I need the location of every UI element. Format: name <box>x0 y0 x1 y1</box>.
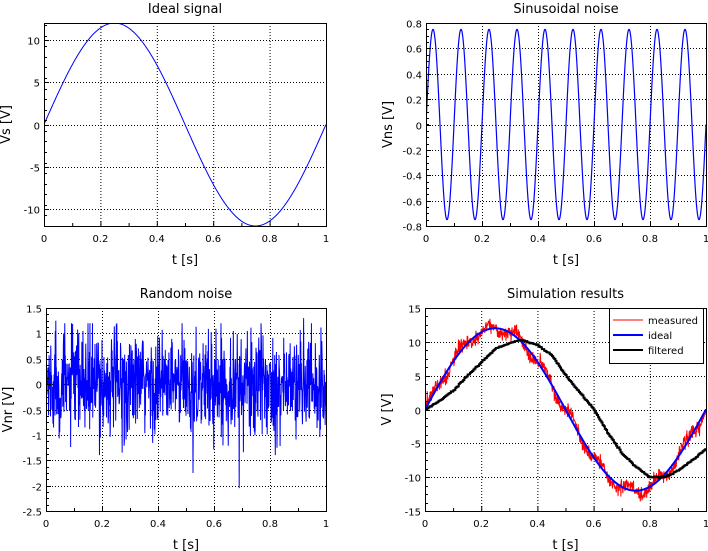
y-tick-label: -0.6 <box>402 198 422 209</box>
x-axis-label: t [s] <box>173 538 199 551</box>
y-tick-label: 0 <box>416 122 422 133</box>
x-tick-label: 0.8 <box>262 234 278 245</box>
x-tick-label: 1 <box>703 519 708 530</box>
x-axis-label: t [s] <box>552 538 578 551</box>
y-tick-label: 10 <box>408 339 421 350</box>
x-axis-label: t [s] <box>553 253 579 268</box>
y-tick-label: -0.2 <box>402 147 422 158</box>
x-tick-label: 0 <box>41 234 47 245</box>
x-tick-label: 0.8 <box>642 234 658 245</box>
y-tick-label: 5 <box>415 373 421 384</box>
y-axis: -10 -5 0 5 10 Vs [V] <box>0 25 49 217</box>
y-tick-label: 0 <box>34 122 40 133</box>
y-tick-label: 0 <box>36 381 42 392</box>
plot-area <box>44 23 326 226</box>
x-tick-label: 0 <box>422 519 428 530</box>
series-measured <box>425 318 706 502</box>
plot-area <box>425 318 706 502</box>
x-tick-label: 0.6 <box>586 519 602 530</box>
y-axis-label: Vns [V] <box>381 101 396 148</box>
chart-title: Ideal signal <box>148 2 222 17</box>
y-tick-label: 1.5 <box>26 305 42 316</box>
y-tick-label: 5 <box>34 79 40 90</box>
x-axis-label: t [s] <box>172 253 198 268</box>
x-tick-label: 0.6 <box>586 234 602 245</box>
y-axis: -2.5 -2 -1.5 -1 -0.5 0 0.5 1 1.5 Vnr [V] <box>1 305 51 519</box>
y-tick-label: -2.5 <box>22 508 42 519</box>
x-tick-label: 0.2 <box>92 234 108 245</box>
plot-area <box>426 28 706 221</box>
series-ideal <box>425 327 706 492</box>
chart-title: Simulation results <box>507 287 624 302</box>
y-tick-label: 1 <box>36 330 42 341</box>
x-tick-label: 0 <box>43 519 49 530</box>
y-tick-label: -15 <box>405 508 421 519</box>
y-tick-label: 15 <box>408 305 421 316</box>
y-tick-label: -0.4 <box>402 172 422 183</box>
x-tick-label: 0.6 <box>206 519 222 530</box>
x-tick-label: 0.4 <box>530 234 546 245</box>
grid-lines <box>44 23 326 226</box>
y-tick-label: 10 <box>27 37 40 48</box>
plot-area <box>46 318 326 489</box>
series-filtered <box>425 338 706 480</box>
y-tick-label: -2 <box>32 483 42 494</box>
x-tick-label: 0.2 <box>474 234 490 245</box>
y-axis-label: Vnr [V] <box>1 387 16 433</box>
legend-label-ideal: ideal <box>648 331 672 342</box>
legend: measured ideal filtered <box>609 308 704 364</box>
chart-title: Random noise <box>140 287 233 302</box>
y-tick-label: 0 <box>415 407 421 418</box>
x-tick-label: 0.4 <box>529 519 545 530</box>
y-axis-label: Vs [V] <box>0 105 14 144</box>
x-tick-label: 0 <box>423 234 429 245</box>
y-tick-label: -10 <box>405 474 421 485</box>
y-tick-label: -5 <box>30 164 40 175</box>
series-vnr <box>46 318 326 489</box>
y-axis: -0.8 -0.6 -0.4 -0.2 0 0.2 0.4 0.6 0.8 Vns [V] <box>381 20 431 234</box>
y-axis-label: V [V] <box>380 393 395 425</box>
y-tick-label: -0.5 <box>22 407 42 418</box>
chart-randnoise: Random noise 0 0.2 0.4 0.6 0.8 1 t [s] -2.5 -2 -1.… <box>1 287 329 551</box>
x-tick-label: 0.2 <box>94 519 110 530</box>
y-tick-label: -1 <box>32 432 42 443</box>
y-tick-label: -0.8 <box>402 223 422 234</box>
y-tick-label: 0.4 <box>406 71 422 82</box>
chart-title: Sinusoidal noise <box>513 2 618 17</box>
x-tick-label: 0.8 <box>262 519 278 530</box>
legend-label-measured: measured <box>648 316 698 327</box>
x-axis: 0 0.2 0.4 0.6 0.8 1 t [s] <box>422 506 708 551</box>
y-tick-label: 0.8 <box>406 20 422 31</box>
x-tick-label: 0.6 <box>205 234 221 245</box>
y-tick-label: 0.6 <box>406 45 422 56</box>
y-tick-label: -1.5 <box>22 457 42 468</box>
series-vns <box>426 28 706 221</box>
x-tick-label: 1 <box>323 234 329 245</box>
x-axis: 0 0.2 0.4 0.6 0.8 1 t [s] <box>41 221 329 268</box>
chart-simresults: Simulation results 0 0.2 0.4 0.6 0.8 1 t [s] -15… <box>380 287 708 551</box>
x-tick-label: 1 <box>703 234 708 245</box>
y-tick-label: -5 <box>411 440 421 451</box>
grid-lines <box>426 23 706 226</box>
y-axis: -15 -10 -5 0 5 10 15 V [V] <box>380 305 430 519</box>
chart-ideal: Ideal signal 0 0.2 0.4 0.6 0.8 1 t [s] -10 -5 0 5 10… <box>0 2 329 268</box>
y-tick-label: 0.2 <box>406 96 422 107</box>
x-tick-label: 0.4 <box>150 519 166 530</box>
x-tick-label: 1 <box>323 519 329 530</box>
x-axis: 0 0.2 0.4 0.6 0.8 1 t [s] <box>43 506 329 551</box>
y-tick-label: 0.5 <box>26 356 42 367</box>
x-tick-label: 0.2 <box>473 519 489 530</box>
y-tick-label: -10 <box>24 206 40 217</box>
x-tick-label: 0.8 <box>642 519 658 530</box>
x-tick-label: 0.4 <box>149 234 165 245</box>
legend-label-filtered: filtered <box>648 346 684 357</box>
x-axis: 0 0.2 0.4 0.6 0.8 1 t [s] <box>423 221 708 268</box>
series-vs <box>44 23 326 226</box>
